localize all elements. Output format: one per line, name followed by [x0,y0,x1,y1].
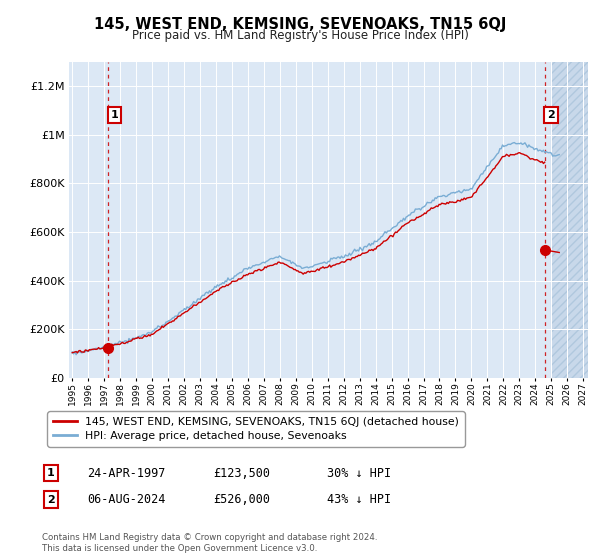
Text: £123,500: £123,500 [213,466,270,480]
Text: 30% ↓ HPI: 30% ↓ HPI [327,466,391,480]
Text: 24-APR-1997: 24-APR-1997 [87,466,166,480]
Text: Price paid vs. HM Land Registry's House Price Index (HPI): Price paid vs. HM Land Registry's House … [131,29,469,42]
Text: Contains HM Land Registry data © Crown copyright and database right 2024.
This d: Contains HM Land Registry data © Crown c… [42,533,377,553]
Bar [551,62,599,378]
Text: 145, WEST END, KEMSING, SEVENOAKS, TN15 6QJ: 145, WEST END, KEMSING, SEVENOAKS, TN15 … [94,17,506,32]
Text: £526,000: £526,000 [213,493,270,506]
Text: 43% ↓ HPI: 43% ↓ HPI [327,493,391,506]
Bar [551,62,599,378]
Legend: 145, WEST END, KEMSING, SEVENOAKS, TN15 6QJ (detached house), HPI: Average price: 145, WEST END, KEMSING, SEVENOAKS, TN15 … [47,412,464,446]
Text: 06-AUG-2024: 06-AUG-2024 [87,493,166,506]
Text: 2: 2 [547,110,555,120]
Text: 1: 1 [110,110,118,120]
Text: 2: 2 [47,494,55,505]
Text: 1: 1 [47,468,55,478]
